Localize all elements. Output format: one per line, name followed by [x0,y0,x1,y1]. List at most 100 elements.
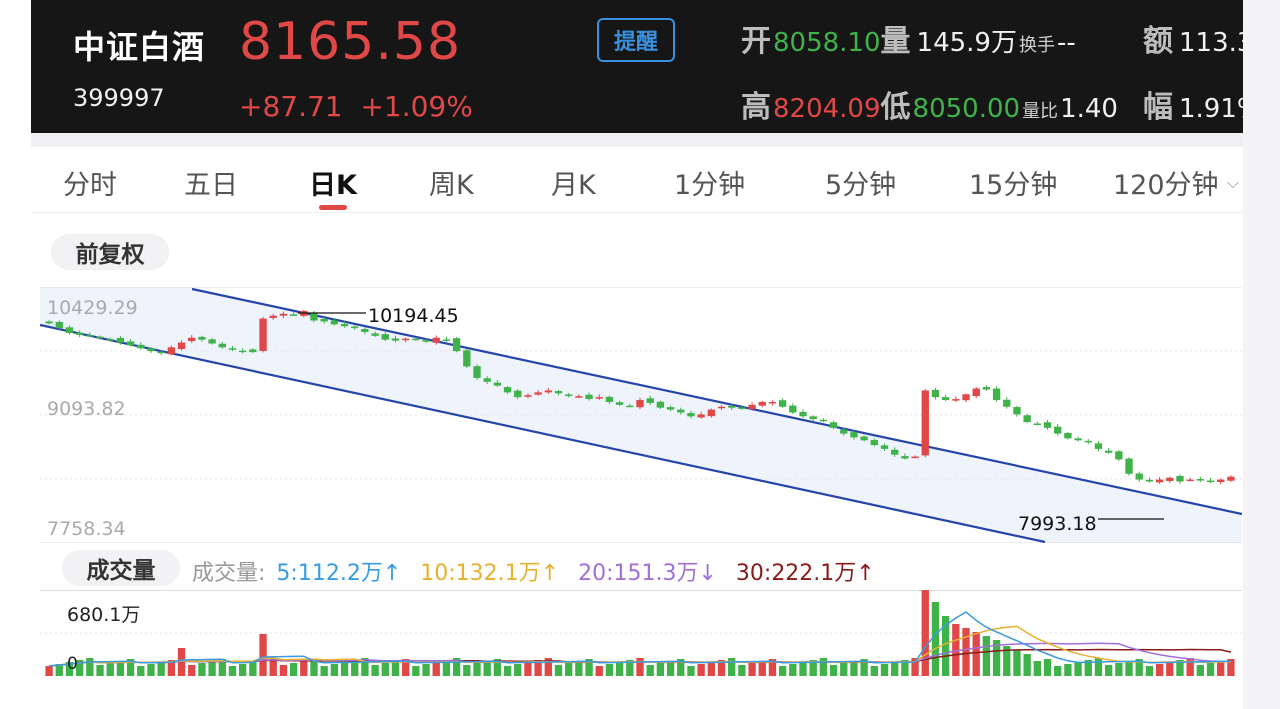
volume-label: 量 [880,24,911,59]
volume-bar-down [1115,663,1123,676]
candle-down [809,416,817,420]
candle-up [748,404,756,409]
kline-chart[interactable] [40,287,1242,543]
candle-down [819,419,828,422]
volume-bar-up [402,659,410,676]
volume-bar-up [962,628,970,676]
volume-bar-down [1074,662,1082,676]
tab-five-day[interactable]: 五日 [184,170,238,201]
tab-5min[interactable]: 5分钟 [825,170,897,201]
volume-bar-down [1125,661,1133,676]
candle-down [1094,443,1103,449]
amount-value: 113.3 [1179,28,1243,58]
volume-bar-up [707,662,715,676]
volume-indicator-button[interactable]: 成交量 [62,550,180,586]
candle-down [554,391,563,394]
chevron-down-icon[interactable]: ⌵ [1227,173,1240,192]
candle-up [402,338,410,341]
volume-bar-down [605,664,614,676]
volume-bar-down [1094,658,1103,676]
volume-bar-down [514,664,522,676]
channel-upper-line [191,287,1242,516]
candle-down [626,405,634,408]
volume-bar-down [575,661,583,676]
candle-down [1125,458,1133,474]
volume-bar-up [972,632,980,676]
turnover-value: -- [1056,28,1076,58]
adjust-mode-button[interactable]: 前复权 [51,234,169,270]
volume-bar-down [666,661,675,676]
stock-name: 中证白酒 [73,28,206,66]
candle-down [137,344,145,349]
volume-bar-down [809,660,817,676]
candle-up [972,388,980,397]
volume-bar-up [748,663,756,676]
candle-down [1176,475,1184,482]
candle-down [483,378,491,382]
candle-down [157,351,165,354]
candle-down [361,329,369,332]
volume-bar-down [493,659,502,676]
volume-bar-down [1176,660,1184,676]
volume-bar-down [249,662,257,676]
tab-15min[interactable]: 15分钟 [969,170,1058,201]
volume-bar-down [870,666,878,676]
remind-button[interactable]: 提醒 [597,18,675,62]
candle-up [544,390,552,393]
candle-down [442,339,451,341]
candle-up [707,409,715,417]
volume-bar-up [921,590,929,676]
candle-down [463,350,471,367]
volume-bar-down [137,666,145,676]
low-value: 8050.00 [912,94,1021,124]
tab-120min[interactable]: 120分钟 [1113,170,1219,201]
candle-down [799,411,807,417]
open-label: 开 [741,24,771,59]
candle-down [687,413,695,417]
candle-down [931,389,940,398]
volume-bar-down [1013,650,1021,676]
candle-down [198,336,206,340]
candle-up [921,390,929,456]
volume-bar-up [717,660,726,676]
tab-daily-k[interactable]: 日K [309,170,357,201]
volume-chart[interactable] [40,590,1242,678]
volume-bar-down [147,664,155,676]
volume-bar-up [524,662,532,676]
candle-down [615,402,624,405]
high-value: 8204.09 [773,94,881,124]
volume-bar-down [391,661,400,676]
candle-down [503,387,512,393]
volume-bar-down [351,660,359,676]
candle-up [636,400,644,408]
tab-weekly-k[interactable]: 周K [429,170,474,201]
candle-down [1115,451,1123,460]
volume-bar-down [1104,665,1113,676]
volume-bar-down [850,661,858,676]
volume-bar-down [585,659,593,676]
volume-bar-down [565,663,573,676]
volume-bar-down [228,666,237,676]
tab-monthly-k[interactable]: 月K [551,170,596,201]
volume-bar-down [646,665,654,676]
candle-down [666,407,675,410]
candle-down [1196,479,1205,481]
volume-bar-up [279,665,288,676]
volume-bar-down [819,658,828,676]
tab-minute[interactable]: 分时 [63,170,117,201]
candle-down [473,366,481,378]
candle-up [768,401,777,404]
volume-bar-up [911,658,919,676]
candle-down [330,320,339,325]
candle-down [126,341,135,346]
volume-bar-down [483,661,491,676]
volume-bar-down [738,665,746,676]
candle-down [1023,415,1031,423]
volume-bar-down [1064,664,1072,676]
volume-bar-down [473,663,481,676]
volume-bar-down [86,658,94,676]
volume-bar-down [778,666,787,676]
tab-1min[interactable]: 1分钟 [674,170,746,201]
candle-up [534,392,542,395]
candle-down [1084,440,1092,443]
